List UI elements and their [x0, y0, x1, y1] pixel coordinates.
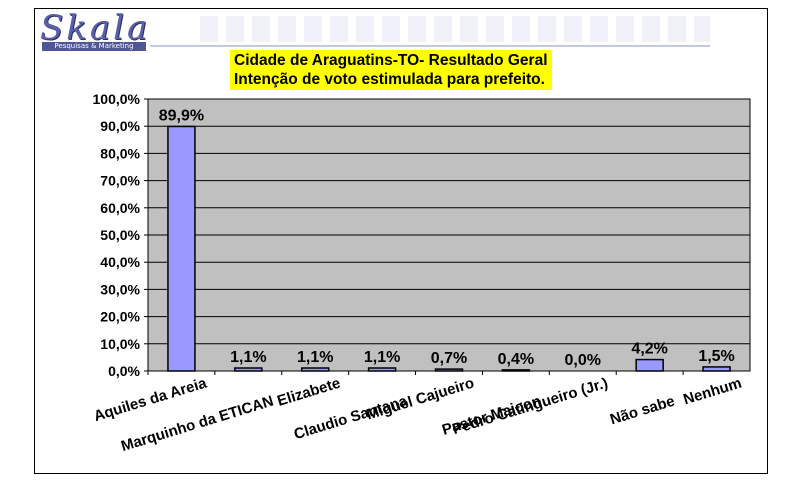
x-tick-label: Pedro Catingueiro (Jr.)	[450, 375, 610, 439]
bar	[234, 367, 263, 372]
bar	[501, 369, 531, 372]
x-tick-label: Elizabete	[275, 375, 342, 410]
y-tick-label: 0,0%	[108, 363, 140, 379]
data-label: 89,9%	[159, 107, 204, 124]
y-tick-label: 10,0%	[100, 336, 140, 352]
data-label: 1,1%	[297, 349, 333, 366]
y-tick-label: 30,0%	[100, 281, 140, 297]
chart-title-line-1: Cidade de Araguatins-TO- Resultado Geral	[234, 52, 548, 69]
y-tick-label: 60,0%	[100, 200, 140, 216]
data-label: 0,7%	[431, 350, 467, 367]
y-tick-label: 40,0%	[100, 254, 140, 270]
y-tick-label: 80,0%	[100, 145, 140, 161]
data-label: 1,1%	[230, 349, 266, 366]
header-rule	[150, 45, 710, 47]
y-tick-label: 50,0%	[100, 227, 140, 243]
logo-subtitle: Pesquisas & Marketing	[42, 42, 146, 51]
data-label: 1,1%	[364, 349, 400, 366]
y-tick-label: 90,0%	[100, 118, 140, 134]
banner-watermark	[200, 16, 710, 42]
data-label: 0,0%	[565, 352, 601, 369]
y-tick-label: 100,0%	[93, 91, 141, 107]
y-tick-label: 20,0%	[100, 309, 140, 325]
chart-title-line-2: Intenção de voto estimulada para prefeit…	[234, 71, 545, 88]
logo-text: Skala	[40, 8, 151, 48]
bar	[300, 367, 330, 372]
bar	[367, 367, 397, 372]
bar	[167, 125, 196, 372]
x-tick-label: Não sabe	[608, 393, 677, 429]
bar	[434, 368, 464, 372]
skala-logo: Skala Pesquisas & Marketing	[40, 8, 160, 54]
x-tick-label: Nenhum	[681, 375, 743, 409]
data-label: 0,4%	[498, 351, 534, 368]
bar	[635, 358, 664, 372]
bar	[702, 366, 731, 372]
data-label: 1,5%	[698, 348, 734, 365]
data-label: 4,2%	[631, 341, 667, 358]
y-tick-label: 70,0%	[100, 173, 140, 189]
chart-title: Cidade de Araguatins-TO- Resultado Geral…	[230, 50, 552, 90]
